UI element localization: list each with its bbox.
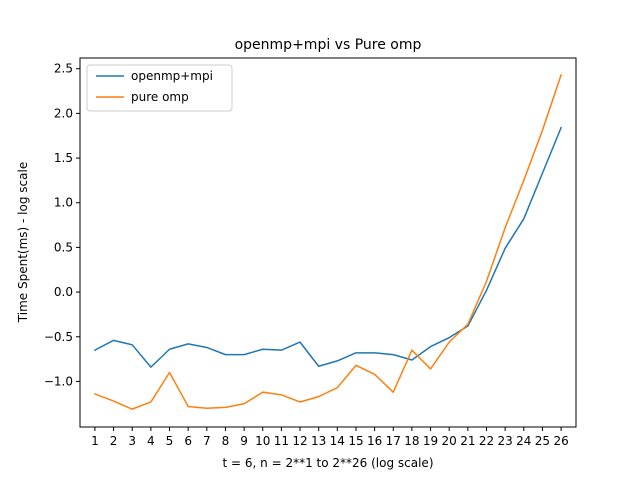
- y-axis-label: Time Spent(ms) - log scale: [16, 162, 30, 323]
- y-tick-label: −0.5: [44, 330, 73, 344]
- y-axis: −1.0 −0.5 0.0 0.5 1.0 1.5 2.0 2.5: [44, 62, 80, 388]
- x-tick-label: 16: [367, 434, 382, 448]
- x-axis-label: t = 6, n = 2**1 to 2**26 (log scale): [223, 456, 434, 470]
- x-axis: 1 2 3 4 5 6 7 8 9 10 11 12 13 14 15 16 17 18 19 20 21 22 23 24 2…: [91, 427, 569, 448]
- legend: openmp+mpi pure omp: [86, 64, 233, 112]
- chart-title: openmp+mpi vs Pure omp: [235, 37, 422, 53]
- x-tick-label: 10: [255, 434, 270, 448]
- y-tick-label: 0.5: [54, 240, 73, 254]
- x-tick-label: 18: [404, 434, 419, 448]
- x-tick-label: 3: [128, 434, 136, 448]
- x-tick-label: 19: [423, 434, 438, 448]
- series-layer: [93, 74, 563, 410]
- y-tick-label: 2.5: [54, 62, 73, 76]
- series-line-pure-omp: [93, 74, 563, 410]
- x-tick-label: 12: [292, 434, 307, 448]
- legend-label: openmp+mpi: [131, 69, 213, 83]
- x-tick-label: 14: [330, 434, 345, 448]
- y-tick-label: −1.0: [44, 374, 73, 388]
- x-tick-label: 15: [348, 434, 363, 448]
- x-tick-label: 25: [535, 434, 550, 448]
- x-tick-label: 13: [311, 434, 326, 448]
- x-tick-label: 11: [274, 434, 289, 448]
- x-tick-label: 6: [184, 434, 192, 448]
- x-tick-label: 26: [553, 434, 568, 448]
- x-tick-label: 20: [442, 434, 457, 448]
- x-tick-label: 24: [516, 434, 531, 448]
- y-tick-label: 0.0: [54, 285, 73, 299]
- x-tick-label: 2: [110, 434, 118, 448]
- x-tick-label: 4: [147, 434, 155, 448]
- x-tick-label: 22: [479, 434, 494, 448]
- x-tick-label: 8: [222, 434, 230, 448]
- y-tick-label: 2.0: [54, 106, 73, 120]
- x-tick-label: 9: [240, 434, 248, 448]
- plot-frame: [79, 57, 577, 428]
- legend-label: pure omp: [131, 90, 189, 104]
- x-tick-label: 1: [91, 434, 99, 448]
- x-tick-label: 7: [203, 434, 211, 448]
- x-tick-label: 5: [166, 434, 174, 448]
- x-tick-label: 23: [498, 434, 513, 448]
- y-tick-label: 1.5: [54, 151, 73, 165]
- series-line-openmp-mpi: [93, 126, 563, 368]
- y-tick-label: 1.0: [54, 196, 73, 210]
- x-tick-label: 17: [386, 434, 401, 448]
- x-tick-label: 21: [460, 434, 475, 448]
